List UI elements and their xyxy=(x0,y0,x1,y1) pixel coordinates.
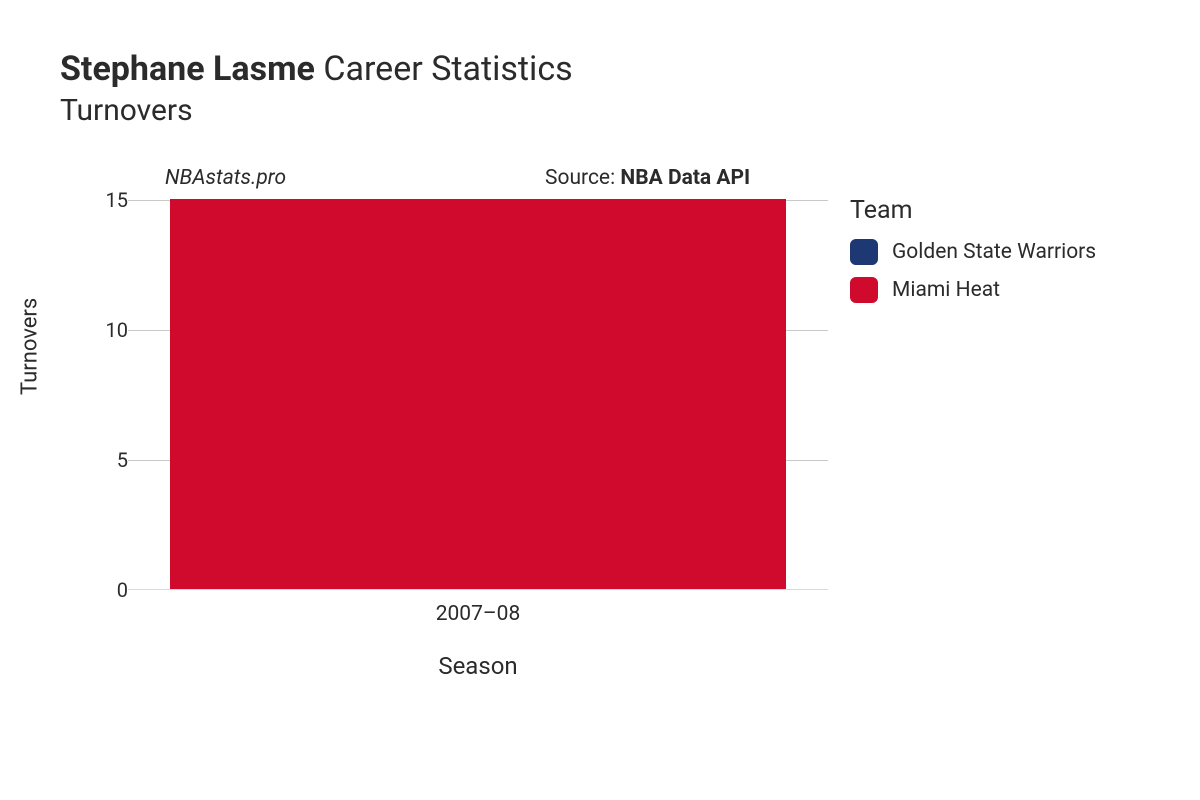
source-prefix: Source: xyxy=(545,166,615,190)
bar xyxy=(170,199,786,589)
y-tick-label: 0 xyxy=(117,578,128,602)
legend-items: Golden State Warriors Miami Heat xyxy=(850,239,1096,303)
legend-swatch xyxy=(850,239,878,265)
legend-title: Team xyxy=(850,196,1096,225)
x-tick-label: 2007–08 xyxy=(436,602,521,626)
y-axis-ticks: 051015 xyxy=(60,200,128,590)
y-tick-label: 5 xyxy=(117,448,128,472)
y-tick-label: 15 xyxy=(106,188,128,212)
legend-label: Golden State Warriors xyxy=(892,240,1096,264)
legend: Team Golden State Warriors Miami Heat xyxy=(850,196,1096,315)
legend-swatch xyxy=(850,277,878,303)
y-axis-label: Turnovers xyxy=(18,298,43,395)
y-tick-label: 10 xyxy=(106,318,128,342)
legend-label: Miami Heat xyxy=(892,278,1000,302)
legend-item: Miami Heat xyxy=(850,277,1096,303)
chart-subtitle: Turnovers xyxy=(60,93,1160,128)
player-name: Stephane Lasme xyxy=(60,49,315,89)
chart-header: Stephane Lasme Career Statistics Turnove… xyxy=(60,48,1160,128)
source-attribution: Source: NBA Data API xyxy=(545,166,750,190)
legend-item: Golden State Warriors xyxy=(850,239,1096,265)
x-axis-label: Season xyxy=(438,652,517,680)
plot-area xyxy=(128,200,828,590)
source-name: NBA Data API xyxy=(620,166,750,190)
title-suffix: Career Statistics xyxy=(323,49,572,89)
watermark-site: NBAstats.pro xyxy=(165,166,286,190)
chart-title: Stephane Lasme Career Statistics xyxy=(60,48,1160,91)
